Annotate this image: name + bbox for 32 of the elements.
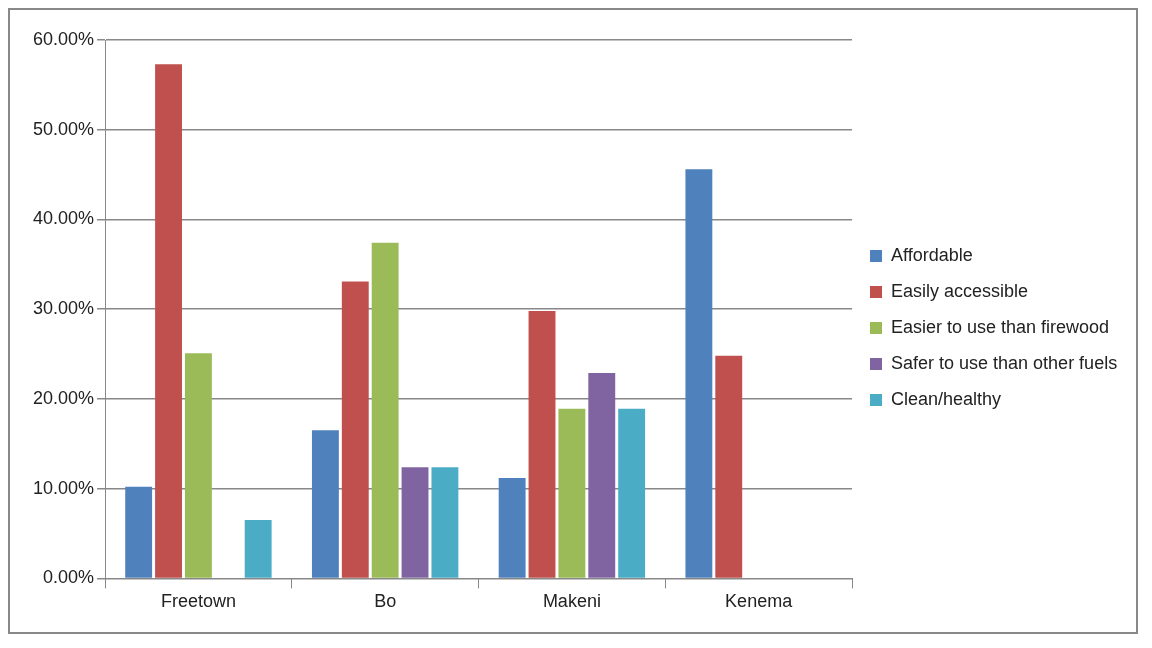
bar — [498, 477, 526, 578]
bar — [155, 64, 182, 578]
bar — [401, 467, 429, 578]
bar — [311, 430, 339, 578]
legend-label: Affordable — [891, 244, 973, 265]
bar — [715, 355, 743, 578]
y-tick-label: 0.00% — [43, 567, 95, 588]
bar — [588, 372, 616, 578]
bar — [528, 311, 556, 578]
y-tick-label: 30.00% — [32, 298, 95, 319]
legend-label: Clean/healthy — [891, 388, 1002, 409]
bar — [244, 520, 272, 578]
x-tick-label: Freetown — [160, 591, 236, 612]
y-tick-label: 60.00% — [32, 28, 95, 49]
bar — [341, 281, 369, 578]
y-tick-label: 10.00% — [32, 477, 95, 498]
x-tick-label: Bo — [374, 591, 397, 612]
y-tick-label: 40.00% — [32, 208, 95, 229]
bar — [125, 486, 153, 578]
legend-label: Easily accessible — [891, 280, 1029, 301]
bar — [431, 467, 459, 578]
legend-label: Easier to use than firewood — [891, 316, 1110, 337]
bar — [184, 353, 212, 578]
x-tick-label: Makeni — [542, 591, 601, 612]
x-tick-label: Kenema — [725, 591, 794, 612]
bar — [618, 408, 646, 578]
y-tick-label: 20.00% — [32, 387, 95, 408]
legend-label: Safer to use than other fuels — [891, 352, 1118, 373]
bar — [371, 242, 399, 578]
bar — [558, 408, 586, 578]
bar — [685, 169, 713, 578]
y-tick-label: 50.00% — [32, 118, 95, 139]
